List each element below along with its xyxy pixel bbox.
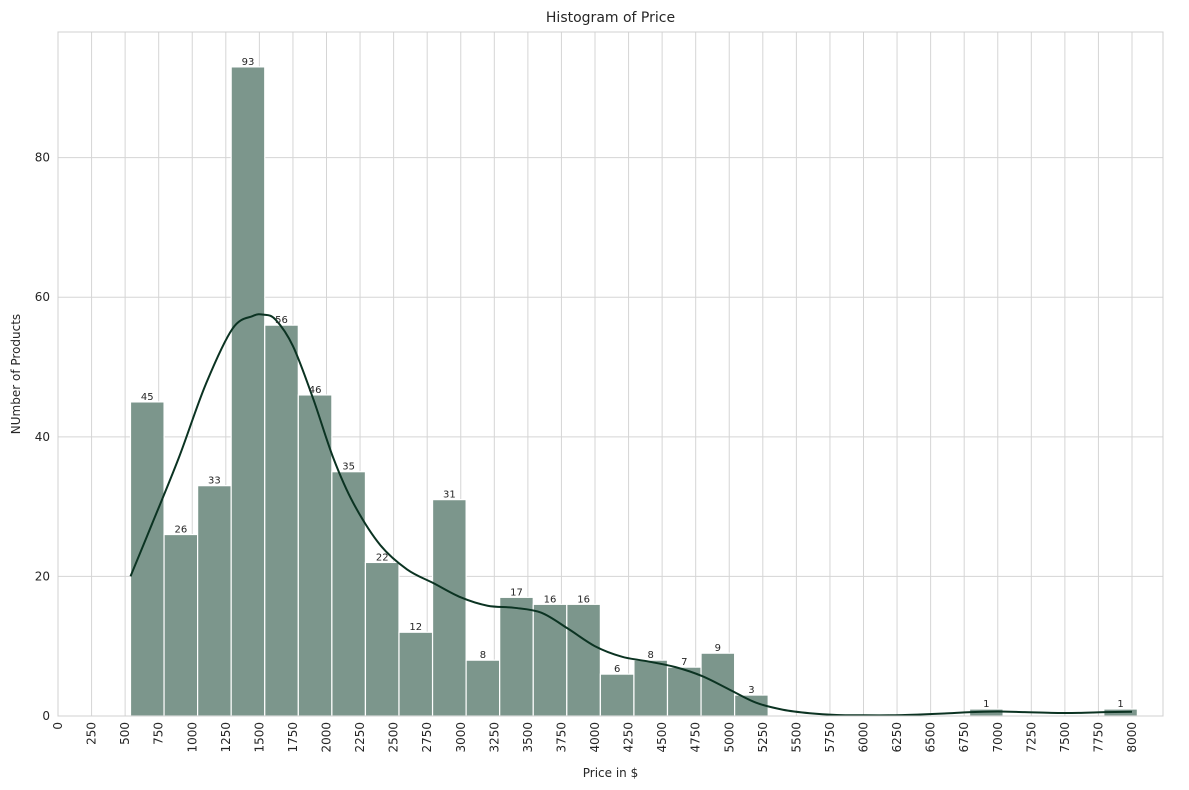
x-tick-label: 500 [118,722,132,745]
x-tick-label: 250 [85,722,99,745]
x-tick-label: 4500 [655,722,669,753]
histogram-bar [197,485,232,717]
x-axis-label: Price in $ [583,766,638,780]
y-tick-label: 40 [35,430,50,444]
x-tick-label: 5000 [722,722,736,753]
bar-value-label: 16 [544,594,557,605]
histogram-bar [163,533,199,717]
bar-value-label: 12 [409,622,422,633]
x-tick-label: 8000 [1125,722,1139,753]
bar-value-label: 56 [275,315,288,326]
bar-value-label: 26 [174,525,187,536]
histogram-bar [129,401,165,717]
x-tick-label: 7250 [1024,722,1038,753]
x-tick-label: 1500 [252,722,266,753]
histogram-bar [599,673,635,717]
x-tick-label: 6250 [890,722,904,753]
bar-value-label: 17 [510,587,523,598]
kde-line [129,313,1133,717]
x-tick-label: 7000 [991,722,1005,753]
x-tick-label: 0 [51,722,65,730]
x-tick-label: 2000 [320,722,334,753]
bar-value-label: 46 [309,385,322,396]
x-tick-label: 1000 [185,722,199,753]
x-tick-label: 7750 [1091,722,1105,753]
x-tick-label: 750 [152,722,166,745]
histogram-bar [633,659,669,717]
histogram-bar [230,66,266,717]
histogram-bar [666,666,702,717]
x-tick-label: 3000 [454,722,468,753]
y-tick-label: 0 [42,709,50,723]
bar-value-label: 9 [715,643,721,654]
x-tick-label: 5750 [823,722,837,753]
x-tick-label: 2250 [353,722,367,753]
x-tick-label: 4250 [622,722,636,753]
y-tick-label: 80 [35,151,50,165]
bar-value-label: 1 [983,699,989,710]
x-tick-label: 3250 [487,722,501,753]
y-tick-label: 60 [35,290,50,304]
bar-value-label: 7 [681,657,687,668]
histogram-bar [431,499,467,717]
x-tick-label: 1250 [219,722,233,753]
chart-title: Histogram of Price [546,10,675,26]
histogram-bar [465,659,501,717]
x-tick-label: 2500 [387,722,401,753]
histogram-bar [331,471,367,717]
histogram-bar [398,631,434,717]
histogram-bar [297,394,333,717]
histogram-bar [264,324,299,717]
bar-value-label: 8 [648,650,654,661]
x-tick-labels: 0 250 500 750 1000 1250 1500 1750 2000 2250 2500 27… [51,722,1139,753]
bar-value-label: 31 [443,490,456,501]
histogram-bar [532,603,568,717]
plot-frame [57,31,1164,717]
bar-value-label: 16 [577,594,590,605]
y-tick-labels: 0 20 40 60 80 [35,151,50,723]
y-tick-label: 20 [35,569,50,583]
x-tick-label: 5250 [756,722,770,753]
x-tick-label: 1750 [286,722,300,753]
bar-value-label: 6 [614,664,620,675]
x-tick-label: 6750 [957,722,971,753]
y-axis-label: NUmber of Products [9,314,23,434]
bar-value-label: 35 [342,462,355,473]
bar-value-label: 45 [141,392,154,403]
histogram-bar [364,561,400,717]
bar-value-label: 22 [376,552,389,563]
x-tick-label: 2750 [420,722,434,753]
histogram-bar [566,603,601,717]
x-tick-label: 4750 [689,722,703,753]
bar-value-label: 1 [1117,699,1123,710]
x-tick-label: 5500 [789,722,803,753]
bar-value-label: 33 [208,476,221,487]
bar-value-label: 8 [480,650,486,661]
x-tick-label: 6000 [857,722,871,753]
x-tick-label: 7500 [1058,722,1072,753]
grid-lines [57,32,1163,717]
bar-value-label: 3 [748,685,754,696]
kde-curve-group [129,313,1133,717]
x-tick-label: 4000 [588,722,602,753]
bar-value-label: 93 [242,57,255,68]
histogram-bar [499,596,534,717]
x-tick-label: 3500 [521,722,535,753]
histogram-bars [129,66,1138,717]
x-tick-label: 3750 [554,722,568,753]
x-tick-label: 6500 [924,722,938,753]
